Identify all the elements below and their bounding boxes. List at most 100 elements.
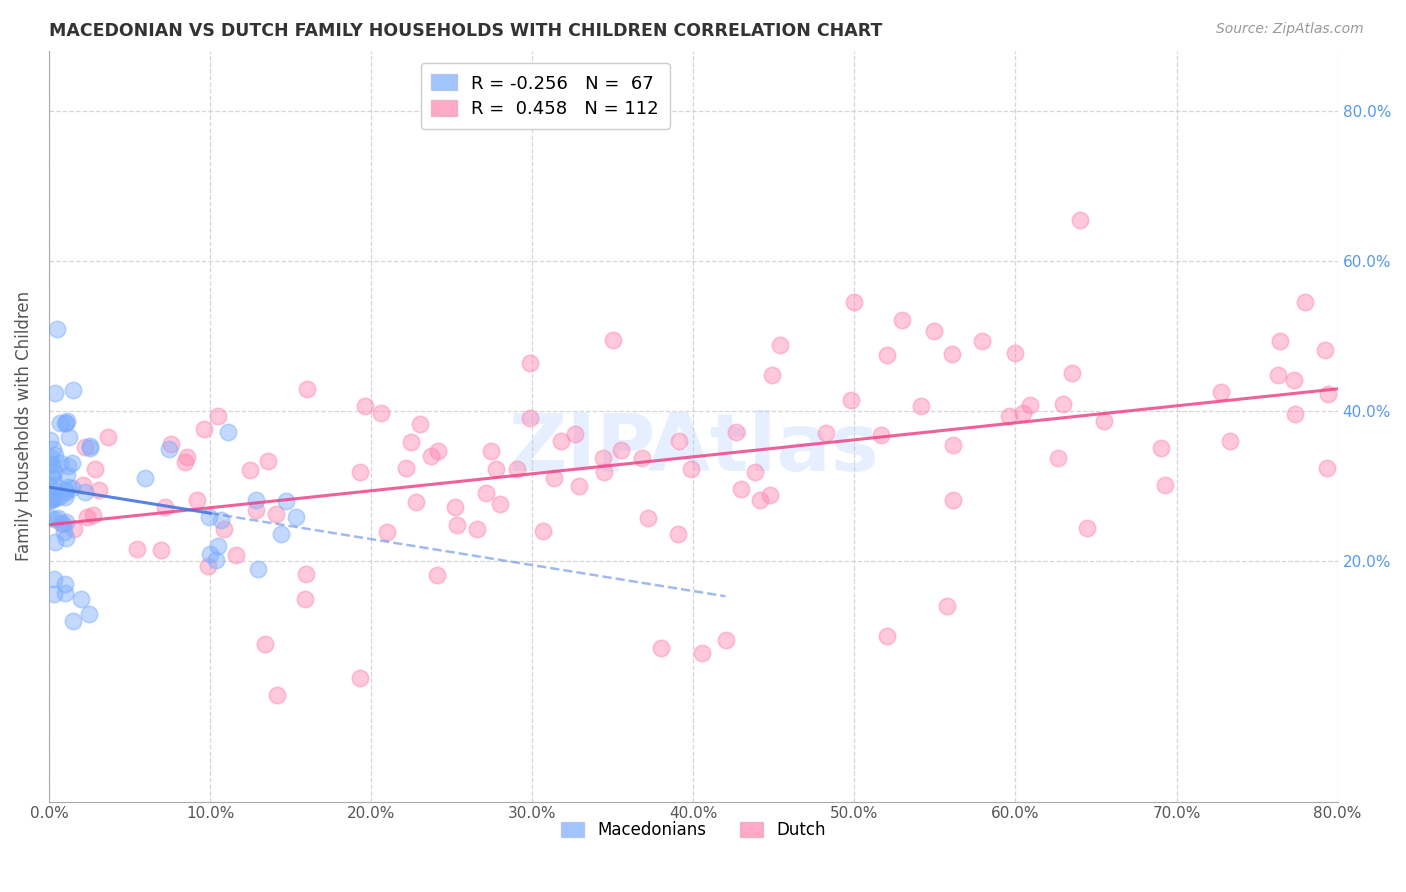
Point <box>49 516 72 531</box>
Point <box>650 640 672 655</box>
Point <box>239 463 262 477</box>
Point <box>53 577 76 591</box>
Point <box>42 465 65 479</box>
Point <box>531 524 554 538</box>
Point <box>714 633 737 648</box>
Point <box>294 567 316 582</box>
Point <box>225 548 247 562</box>
Point <box>1092 414 1115 428</box>
Point <box>55 484 77 499</box>
Point <box>1076 521 1098 535</box>
Point <box>44 572 66 586</box>
Legend: Macedonians, Dutch: Macedonians, Dutch <box>554 814 832 846</box>
Point <box>1284 373 1306 387</box>
Point <box>349 465 371 479</box>
Point <box>79 441 101 455</box>
Point <box>264 507 287 521</box>
Point <box>42 491 65 506</box>
Point <box>38 479 60 493</box>
Point <box>44 534 66 549</box>
Point <box>84 462 107 476</box>
Point <box>198 510 221 524</box>
Point <box>426 443 449 458</box>
Point <box>55 531 77 545</box>
Point <box>44 512 66 526</box>
Point <box>274 493 297 508</box>
Point <box>1268 334 1291 348</box>
Point <box>666 527 689 541</box>
Point <box>56 414 79 428</box>
Point <box>53 586 76 600</box>
Point <box>63 522 86 536</box>
Point <box>637 511 659 525</box>
Point <box>153 500 176 514</box>
Point <box>761 368 783 383</box>
Point <box>876 348 898 362</box>
Point <box>55 416 77 430</box>
Point <box>160 437 183 451</box>
Point <box>1267 368 1289 382</box>
Point <box>941 347 963 361</box>
Text: ZIPAtlas: ZIPAtlas <box>508 409 879 488</box>
Point <box>692 647 714 661</box>
Point <box>197 559 219 574</box>
Point <box>602 333 624 347</box>
Point <box>48 489 70 503</box>
Point <box>924 324 946 338</box>
Point <box>217 425 239 440</box>
Point <box>72 478 94 492</box>
Point <box>592 466 614 480</box>
Point <box>58 430 80 444</box>
Point <box>768 338 790 352</box>
Point <box>1211 384 1233 399</box>
Point <box>354 399 377 413</box>
Point <box>844 295 866 310</box>
Point <box>426 567 449 582</box>
Point <box>942 492 965 507</box>
Point <box>1069 212 1091 227</box>
Point <box>564 427 586 442</box>
Point <box>420 449 443 463</box>
Point <box>39 469 62 483</box>
Point <box>245 493 267 508</box>
Point <box>157 442 180 456</box>
Point <box>1018 398 1040 412</box>
Point <box>479 443 502 458</box>
Point <box>212 522 235 536</box>
Point <box>56 468 79 483</box>
Point <box>1052 397 1074 411</box>
Point <box>1060 367 1083 381</box>
Point <box>631 451 654 466</box>
Point <box>176 450 198 464</box>
Point <box>62 456 84 470</box>
Point <box>444 500 467 514</box>
Point <box>97 430 120 444</box>
Point <box>53 483 76 497</box>
Point <box>207 409 229 424</box>
Point <box>1004 346 1026 360</box>
Point <box>77 607 100 621</box>
Point <box>42 442 65 457</box>
Point <box>41 490 63 504</box>
Point <box>405 494 427 508</box>
Point <box>409 417 432 432</box>
Point <box>60 481 83 495</box>
Point <box>125 541 148 556</box>
Point <box>1150 441 1173 455</box>
Point <box>399 435 422 450</box>
Point <box>668 434 690 448</box>
Point <box>446 517 468 532</box>
Point <box>87 483 110 498</box>
Point <box>1284 408 1306 422</box>
Point <box>370 406 392 420</box>
Point <box>890 312 912 326</box>
Point <box>42 477 65 491</box>
Point <box>935 599 957 613</box>
Point <box>377 524 399 539</box>
Point <box>465 522 488 536</box>
Point <box>38 434 60 448</box>
Point <box>52 516 75 531</box>
Text: MACEDONIAN VS DUTCH FAMILY HOUSEHOLDS WITH CHILDREN CORRELATION CHART: MACEDONIAN VS DUTCH FAMILY HOUSEHOLDS WI… <box>49 22 883 40</box>
Point <box>814 426 837 441</box>
Point <box>1294 295 1316 310</box>
